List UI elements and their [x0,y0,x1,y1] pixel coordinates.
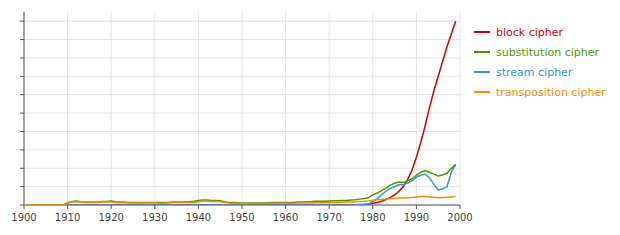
x-tick [460,205,461,209]
grid-line-y [24,21,460,22]
y-tick [20,21,24,22]
grid [24,12,460,205]
x-tick-label: 1930 [142,212,167,223]
series-line [24,197,456,205]
x-tick [242,205,243,209]
x-tick-label: 2000 [447,212,472,223]
grid-line-x [285,12,286,205]
y-tick [20,39,24,40]
grid-line-x [111,12,112,205]
x-tick [285,205,286,209]
legend: block cipher substitution cipher stream ci… [474,26,606,99]
series-line [24,165,456,205]
series-line [24,21,456,205]
legend-swatch [474,51,490,53]
x-tick [372,205,373,209]
y-tick [20,94,24,95]
legend-swatch [474,71,490,73]
legend-swatch [474,31,490,33]
y-tick [20,113,24,114]
x-tick [111,205,112,209]
x-tick-label: 1990 [404,212,429,223]
y-tick [20,76,24,77]
x-tick-label: 1920 [98,212,123,223]
grid-line-x [67,12,68,205]
series-line [24,164,456,205]
grid-line-y [24,131,460,132]
grid-line-x [198,12,199,205]
y-tick [20,149,24,150]
axes: 1900 1910 1920 1930 1940 1950 1960 1970 1980 1990… [11,12,472,223]
x-tick [24,205,25,209]
legend-label: substitution cipher [496,46,599,59]
x-tick [67,205,68,209]
grid-line-y [24,76,460,77]
grid-line-x [242,12,243,205]
grid-line-y [24,39,460,40]
y-tick [20,57,24,58]
y-tick [20,168,24,169]
grid-line-x [372,12,373,205]
grid-line-y [24,149,460,150]
x-tick-label: 1970 [316,212,341,223]
y-tick [20,186,24,187]
x-tick-label: 1960 [273,212,298,223]
legend-swatch [474,91,490,93]
y-tick [20,205,24,206]
x-tick [154,205,155,209]
x-tick-label: 1900 [11,212,36,223]
legend-label: stream cipher [496,66,573,79]
chart: 1900 1910 1920 1930 1940 1950 1960 1970 1980 1990… [0,0,620,235]
x-tick-label: 1980 [360,212,385,223]
grid-line-y [24,57,460,58]
grid-line-y [24,168,460,169]
x-tick-label: 1950 [229,212,254,223]
legend-label: transposition cipher [496,86,606,99]
y-axis-line [24,12,25,205]
legend-label: block cipher [496,26,564,39]
x-tick [198,205,199,209]
grid-line-x [329,12,330,205]
grid-line-x [460,12,461,205]
x-tick [416,205,417,209]
grid-line-y [24,113,460,114]
x-tick [329,205,330,209]
x-tick-label: 1940 [186,212,211,223]
lines [24,21,456,205]
y-tick [20,131,24,132]
grid-line-x [24,12,25,205]
x-tick-label: 1910 [55,212,80,223]
grid-line-y [24,94,460,95]
grid-line-x [154,12,155,205]
